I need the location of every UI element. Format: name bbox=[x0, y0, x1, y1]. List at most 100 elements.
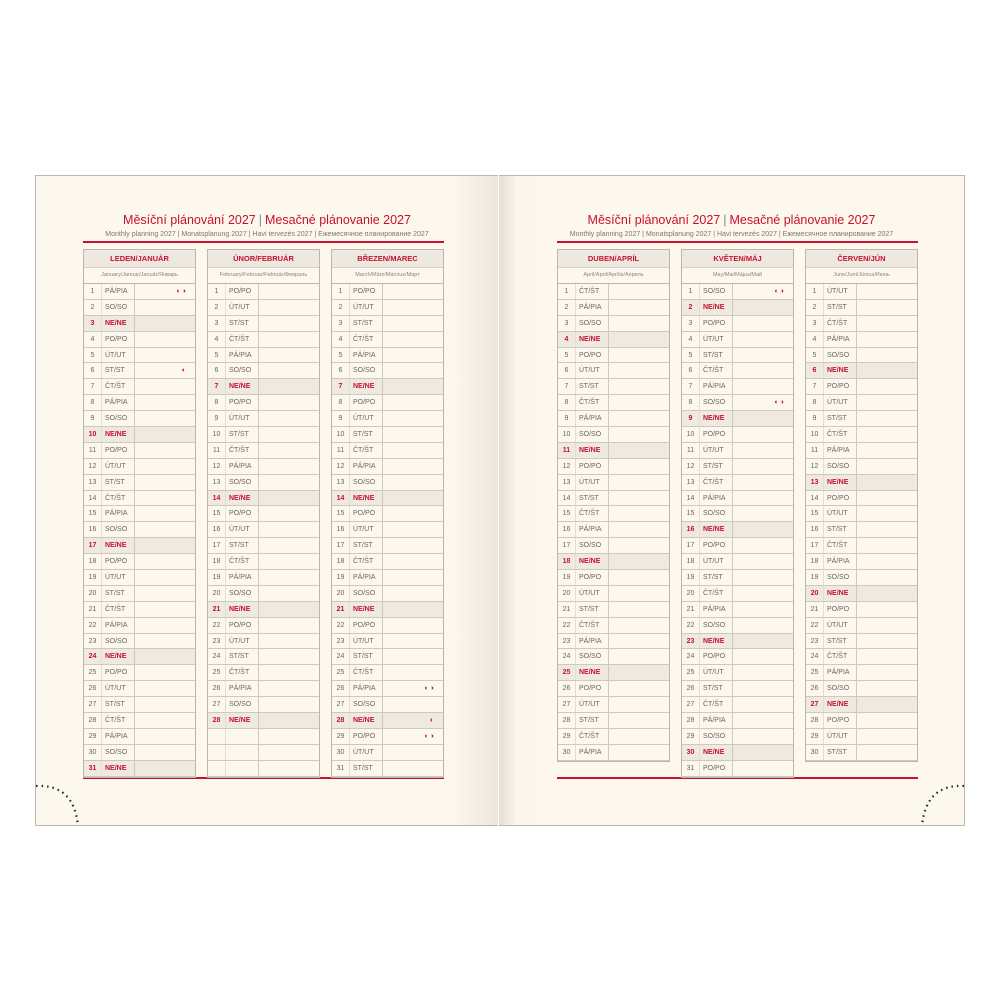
notes-cell[interactable] bbox=[733, 570, 793, 585]
day-row[interactable]: 8 PO/PO bbox=[208, 395, 319, 412]
day-row[interactable]: 30 PÁ/PIA bbox=[558, 744, 669, 761]
notes-cell[interactable] bbox=[609, 665, 669, 680]
notes-cell[interactable] bbox=[857, 681, 917, 696]
notes-cell[interactable] bbox=[259, 681, 319, 696]
day-row[interactable]: 20 ČT/ŠT bbox=[682, 585, 793, 602]
notes-cell[interactable] bbox=[135, 649, 195, 664]
notes-cell[interactable] bbox=[259, 459, 319, 474]
notes-cell[interactable] bbox=[857, 538, 917, 553]
notes-cell[interactable] bbox=[857, 443, 917, 458]
notes-cell[interactable] bbox=[135, 761, 195, 776]
notes-cell[interactable] bbox=[857, 729, 917, 744]
notes-cell[interactable] bbox=[259, 491, 319, 506]
day-row[interactable]: 8 SO/SO ◐◑ bbox=[682, 395, 793, 412]
day-row[interactable]: 1 PÁ/PIA ◐◑ bbox=[84, 284, 195, 300]
notes-cell[interactable] bbox=[135, 300, 195, 315]
notes-cell[interactable] bbox=[135, 713, 195, 728]
notes-cell[interactable] bbox=[383, 427, 443, 442]
day-row[interactable]: 2 ÚT/UT bbox=[208, 299, 319, 316]
day-row[interactable]: 18 PO/PO bbox=[84, 554, 195, 571]
day-row[interactable]: 17 ST/ST bbox=[208, 538, 319, 555]
notes-cell[interactable] bbox=[733, 348, 793, 363]
notes-cell[interactable] bbox=[383, 761, 443, 776]
notes-cell[interactable]: ◐◑ bbox=[383, 681, 443, 696]
day-row[interactable]: 28 ČT/ŠT bbox=[84, 713, 195, 729]
day-row[interactable]: 2 PÁ/PIA bbox=[558, 299, 669, 316]
notes-cell[interactable] bbox=[857, 665, 917, 680]
notes-cell[interactable] bbox=[383, 395, 443, 410]
day-row[interactable]: 3 ST/ST bbox=[208, 315, 319, 332]
notes-cell[interactable] bbox=[259, 379, 319, 394]
day-row[interactable]: 10 PO/PO bbox=[682, 427, 793, 443]
day-row[interactable]: 14 NE/NE bbox=[208, 490, 319, 507]
notes-cell[interactable] bbox=[857, 363, 917, 378]
notes-cell[interactable] bbox=[135, 348, 195, 363]
day-row[interactable]: 10 SO/SO bbox=[558, 427, 669, 443]
notes-cell[interactable] bbox=[135, 618, 195, 633]
day-row[interactable]: 28 PO/PO bbox=[806, 713, 917, 729]
day-row[interactable]: 22 PO/PO bbox=[332, 617, 443, 634]
day-row[interactable]: 10 ST/ST bbox=[208, 427, 319, 443]
notes-cell[interactable] bbox=[733, 379, 793, 394]
notes-cell[interactable] bbox=[609, 395, 669, 410]
day-row[interactable]: 27 ÚT/UT bbox=[558, 697, 669, 714]
notes-cell[interactable] bbox=[383, 602, 443, 617]
notes-cell[interactable] bbox=[733, 316, 793, 331]
notes-cell[interactable] bbox=[609, 475, 669, 490]
notes-cell[interactable] bbox=[609, 363, 669, 378]
day-row[interactable]: 12 PO/PO bbox=[558, 458, 669, 475]
notes-cell[interactable] bbox=[259, 395, 319, 410]
day-row[interactable]: 29 SO/SO bbox=[682, 728, 793, 745]
day-row[interactable]: 19 PO/PO bbox=[558, 570, 669, 586]
notes-cell[interactable] bbox=[383, 618, 443, 633]
day-row[interactable]: 25 PO/PO bbox=[84, 665, 195, 682]
day-row[interactable]: 12 SO/SO bbox=[806, 458, 917, 475]
notes-cell[interactable] bbox=[383, 586, 443, 601]
notes-cell[interactable] bbox=[609, 745, 669, 760]
notes-cell[interactable] bbox=[259, 332, 319, 347]
notes-cell[interactable] bbox=[733, 475, 793, 490]
day-row[interactable]: 27 NE/NE bbox=[806, 697, 917, 714]
notes-cell[interactable] bbox=[733, 491, 793, 506]
day-row[interactable]: 4 PO/PO bbox=[84, 331, 195, 348]
day-row[interactable]: 5 PO/PO bbox=[558, 347, 669, 364]
day-row[interactable]: 20 NE/NE bbox=[806, 585, 917, 602]
notes-cell[interactable] bbox=[383, 745, 443, 760]
notes-cell[interactable] bbox=[733, 745, 793, 760]
day-row[interactable]: 20 ST/ST bbox=[84, 585, 195, 602]
day-row[interactable]: 8 PÁ/PIA bbox=[84, 395, 195, 412]
day-row[interactable]: 13 ÚT/UT bbox=[558, 474, 669, 491]
day-row[interactable]: 21 ST/ST bbox=[558, 601, 669, 618]
day-row[interactable]: 19 PÁ/PIA bbox=[332, 570, 443, 586]
day-row[interactable]: 1 ČT/ŠT bbox=[558, 284, 669, 300]
day-row[interactable]: 11 ÚT/UT bbox=[682, 442, 793, 459]
notes-cell[interactable] bbox=[609, 379, 669, 394]
day-row[interactable]: 9 ÚT/UT bbox=[208, 411, 319, 428]
day-row[interactable]: 15 PO/PO bbox=[332, 506, 443, 523]
notes-cell[interactable] bbox=[383, 634, 443, 649]
notes-cell[interactable] bbox=[609, 491, 669, 506]
notes-cell[interactable] bbox=[259, 538, 319, 553]
notes-cell[interactable] bbox=[383, 491, 443, 506]
notes-cell[interactable] bbox=[135, 522, 195, 537]
notes-cell[interactable] bbox=[733, 681, 793, 696]
day-row[interactable]: 21 PO/PO bbox=[806, 601, 917, 618]
notes-cell[interactable] bbox=[733, 761, 793, 776]
notes-cell[interactable] bbox=[733, 363, 793, 378]
notes-cell[interactable] bbox=[135, 729, 195, 744]
day-row[interactable]: 27 ČT/ŠT bbox=[682, 697, 793, 714]
notes-cell[interactable] bbox=[857, 316, 917, 331]
day-row[interactable]: 15 SO/SO bbox=[682, 506, 793, 523]
day-row[interactable]: 23 ÚT/UT bbox=[332, 633, 443, 650]
notes-cell[interactable] bbox=[135, 427, 195, 442]
notes-cell[interactable] bbox=[135, 554, 195, 569]
notes-cell[interactable] bbox=[733, 586, 793, 601]
notes-cell[interactable] bbox=[733, 411, 793, 426]
day-row[interactable]: 16 ÚT/UT bbox=[332, 522, 443, 539]
notes-cell[interactable] bbox=[135, 316, 195, 331]
notes-cell[interactable] bbox=[609, 649, 669, 664]
day-row[interactable]: 1 PO/PO bbox=[208, 284, 319, 300]
notes-cell[interactable] bbox=[259, 284, 319, 299]
day-row[interactable]: 1 ÚT/UT bbox=[806, 284, 917, 300]
notes-cell[interactable] bbox=[259, 586, 319, 601]
